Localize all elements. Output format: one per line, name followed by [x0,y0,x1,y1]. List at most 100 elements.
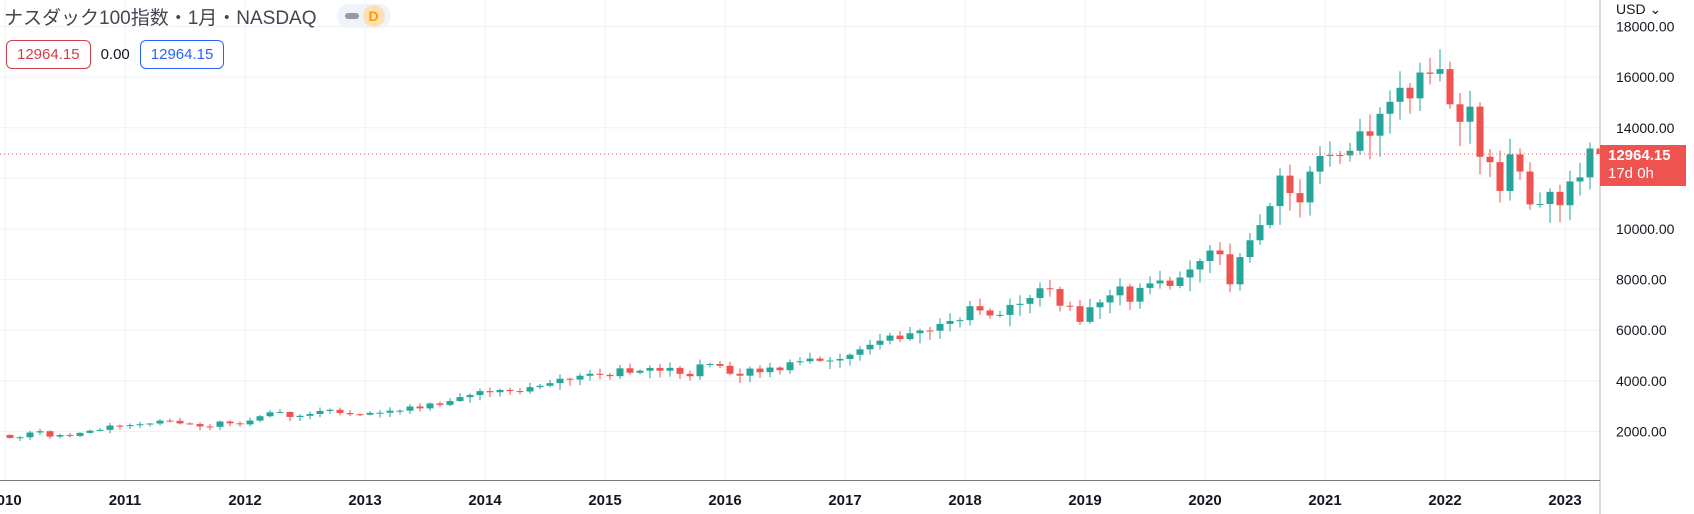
timeframe-badge[interactable]: D [362,5,385,27]
candle-body [546,383,554,386]
candle-body [106,425,114,430]
candle [756,365,764,379]
candle [866,339,874,355]
candle [216,420,224,430]
candle-body [456,397,464,402]
candle [426,402,434,411]
candle-body [626,368,634,373]
candle-body [566,378,574,380]
candle [1306,166,1314,216]
candle-body [16,437,24,439]
currency-selector[interactable]: USD ⌄ [1616,1,1661,18]
candle [636,369,644,375]
candle [1386,90,1394,134]
candle [1516,148,1524,180]
candle-body [346,413,354,415]
candle [676,365,684,379]
candle [726,361,734,376]
x-tick-label: 2012 [228,492,261,509]
candle [1456,92,1464,147]
candle [1116,278,1124,306]
candle-body [816,358,824,361]
candle [976,298,984,315]
candle [66,433,74,438]
x-tick-label: 2015 [588,492,621,509]
candle [556,374,564,390]
candle [1006,298,1014,327]
candle-body [1496,162,1504,191]
candle [346,410,354,417]
candle [746,366,754,383]
candle-body [1416,72,1424,99]
candle [1556,184,1564,223]
candle-body [636,370,644,373]
x-tick-label: 2018 [948,492,981,509]
candle-body [1126,286,1134,302]
candle [1046,280,1054,297]
candle-body [1526,171,1534,205]
candle [1316,146,1324,185]
candle [1546,188,1554,223]
candle-body [236,423,244,425]
candle-body [776,367,784,371]
visibility-toggle[interactable]: D [336,4,391,28]
candle [1346,142,1354,162]
candle-body [846,354,854,359]
candle-body [786,362,794,371]
candle [1416,62,1424,112]
candle [286,411,294,422]
candle [816,356,824,363]
candle [1436,49,1444,82]
candle-body [1026,298,1034,304]
y-tick-label: 8000.00 [1616,272,1667,288]
last-price-value: 12964.15 [1608,147,1671,164]
candle [96,428,104,432]
candle [56,433,64,439]
candle-body [426,403,434,409]
candle [356,413,364,416]
x-tick-label: 2011 [109,492,142,509]
candle-body [316,410,324,414]
candle-body [616,368,624,377]
candle-body [586,373,594,376]
candle [986,308,994,319]
candle [536,384,544,389]
candle [1586,142,1594,190]
candle [526,382,534,394]
candle [856,346,864,361]
candle [926,326,934,340]
candle-body [196,424,204,427]
candle-body [826,360,834,362]
candle [1576,162,1584,196]
eye-off-icon[interactable] [344,13,359,19]
candle-body [596,373,604,375]
candle-body [1276,175,1284,207]
ask-value-badge: 12964.15 [139,40,225,69]
candle-body [906,333,914,340]
candle [506,387,514,395]
candle-body [1406,87,1414,99]
symbol-legend: ナスダック100指数・1月・NASDAQ D [4,0,391,32]
candle-body [836,358,844,361]
candle [1266,202,1274,229]
candle-body [676,367,684,374]
candle [1466,90,1474,144]
x-tick-label: 2016 [708,492,741,509]
x-tick-label: 2014 [468,492,502,509]
candle-body [1456,104,1464,122]
candle [436,401,444,407]
candle-body [1186,269,1194,278]
candle [886,332,894,345]
candle [696,359,704,380]
candle-body [696,364,704,377]
candle-body [296,415,304,417]
candle [1016,295,1024,316]
candle [1026,294,1034,314]
candle-body [666,367,674,371]
candle-body [656,367,664,371]
candle-body [1096,302,1104,308]
candle [1256,214,1264,245]
y-tick-label: 6000.00 [1616,322,1667,338]
